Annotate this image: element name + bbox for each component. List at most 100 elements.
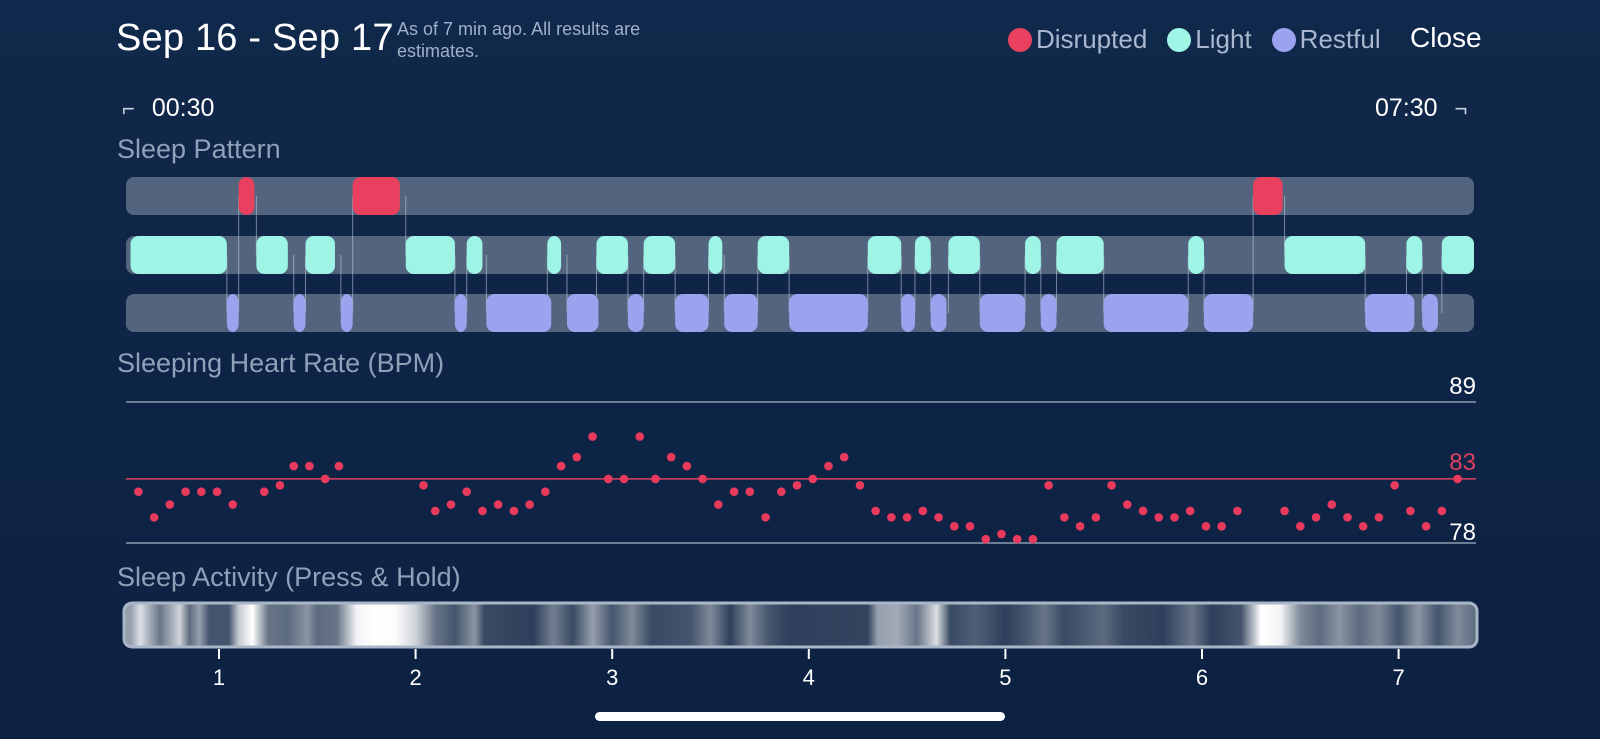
- hr-point: [887, 513, 896, 522]
- hr-max-label: 89: [1449, 373, 1476, 400]
- activity-heat-strip: [122, 601, 1479, 649]
- date-range-title: Sep 16 - Sep 17: [116, 17, 394, 59]
- hr-point: [808, 474, 818, 484]
- hr-point: [1185, 506, 1195, 516]
- hr-point: [572, 452, 582, 462]
- hr-point: [181, 487, 190, 497]
- pattern-segment-light: [757, 236, 790, 274]
- activity-tick-label: 1: [213, 665, 225, 690]
- pattern-segment-light: [466, 236, 483, 274]
- hr-point: [729, 487, 739, 497]
- pattern-segment-light: [1188, 236, 1204, 274]
- hr-point: [902, 513, 912, 522]
- hr-point: [1453, 474, 1462, 484]
- hr-point: [635, 432, 645, 441]
- heart-rate-label: Sleeping Heart Rate (BPM): [117, 348, 445, 378]
- pattern-segment-disrupted: [238, 177, 255, 215]
- hr-point: [965, 522, 975, 531]
- hr-point: [997, 529, 1006, 539]
- hr-point: [698, 474, 707, 484]
- estimate-note: As of 7 min ago. All results are estimat…: [397, 19, 641, 61]
- range-start: ⌐ 00:30: [122, 94, 214, 123]
- hr-point: [1280, 506, 1289, 516]
- hr-point: [305, 461, 314, 471]
- hr-point: [666, 452, 676, 462]
- pattern-segment-restful: [901, 294, 915, 332]
- hr-point: [1437, 506, 1447, 516]
- pattern-segment-light: [305, 236, 335, 274]
- hr-point: [197, 487, 206, 497]
- hr-min-label: 78: [1449, 519, 1476, 546]
- activity-tick-label: 6: [1196, 665, 1208, 690]
- hr-point: [824, 461, 833, 471]
- pattern-segment-light: [948, 236, 980, 274]
- hr-point: [228, 500, 238, 509]
- legend-restful: Restful: [1271, 24, 1381, 55]
- sleep-activity-label: Sleep Activity (Press & Hold): [117, 562, 461, 592]
- pattern-segment-light: [547, 236, 562, 274]
- pattern-segment-light: [1284, 236, 1366, 274]
- hr-point: [776, 487, 786, 497]
- hr-point: [981, 534, 991, 544]
- hr-avg-label: 83: [1449, 449, 1476, 476]
- activity-tick-label: 3: [606, 665, 618, 690]
- hr-point: [761, 513, 770, 522]
- hr-point: [259, 487, 269, 497]
- hr-point: [1217, 522, 1226, 531]
- hr-point: [714, 500, 723, 509]
- pattern-segment-light: [596, 236, 628, 274]
- hr-point: [1296, 522, 1305, 531]
- pattern-segment-disrupted: [1253, 177, 1283, 215]
- activity-tick-label: 2: [409, 665, 421, 690]
- range-start-bracket-icon: ⌐: [122, 96, 135, 121]
- sleep-pattern-label: Sleep Pattern: [117, 134, 281, 164]
- pattern-segment-restful: [1365, 294, 1415, 332]
- hr-point: [1374, 513, 1384, 522]
- hr-point: [1075, 522, 1085, 531]
- range-end-bracket-icon: ¬: [1454, 96, 1468, 121]
- legend-disrupted: Disrupted: [1008, 24, 1147, 55]
- sleep-activity-chart[interactable]: 1 2 3 4 5 6 7: [122, 601, 1479, 690]
- pattern-segment-disrupted: [352, 177, 400, 215]
- hr-point: [275, 481, 285, 490]
- pattern-segment-light: [405, 236, 455, 274]
- pattern-segment-restful: [724, 294, 758, 332]
- hr-point: [1107, 481, 1116, 490]
- sleep-pattern-chart[interactable]: [126, 177, 1474, 332]
- hr-point: [651, 474, 660, 484]
- hr-point: [1028, 534, 1038, 544]
- pattern-segment-light: [256, 236, 288, 274]
- hr-point: [792, 481, 802, 490]
- home-indicator[interactable]: [595, 712, 1005, 721]
- light-dot-icon: [1167, 27, 1192, 52]
- hr-point: [1154, 513, 1164, 522]
- pattern-segment-restful: [566, 294, 599, 332]
- pattern-segment-restful: [486, 294, 552, 332]
- pattern-segment-restful: [930, 294, 947, 332]
- pattern-segment-restful: [454, 294, 467, 332]
- hr-point: [682, 461, 692, 471]
- pattern-segment-light: [643, 236, 676, 274]
- hr-point: [855, 481, 865, 490]
- hr-point: [493, 500, 503, 509]
- hr-point: [918, 506, 928, 516]
- hr-point: [446, 500, 456, 509]
- hr-point: [165, 500, 175, 509]
- hr-point: [334, 461, 344, 471]
- range-start-time: 00:30: [151, 94, 215, 122]
- hr-point: [289, 461, 299, 471]
- range-end-time: 07:30: [1375, 94, 1438, 122]
- hr-point: [556, 461, 566, 471]
- pattern-segment-restful: [1040, 294, 1057, 332]
- activity-tick-label: 5: [999, 665, 1011, 690]
- hr-point: [1327, 500, 1337, 509]
- hr-point: [149, 513, 159, 522]
- hr-point: [525, 500, 534, 509]
- hr-point: [1233, 506, 1242, 516]
- pattern-segment-restful: [1203, 294, 1254, 332]
- hr-point: [541, 487, 550, 497]
- close-button[interactable]: Close: [1410, 22, 1482, 53]
- pattern-track-disrupted: [126, 177, 1474, 215]
- hr-point: [934, 513, 943, 522]
